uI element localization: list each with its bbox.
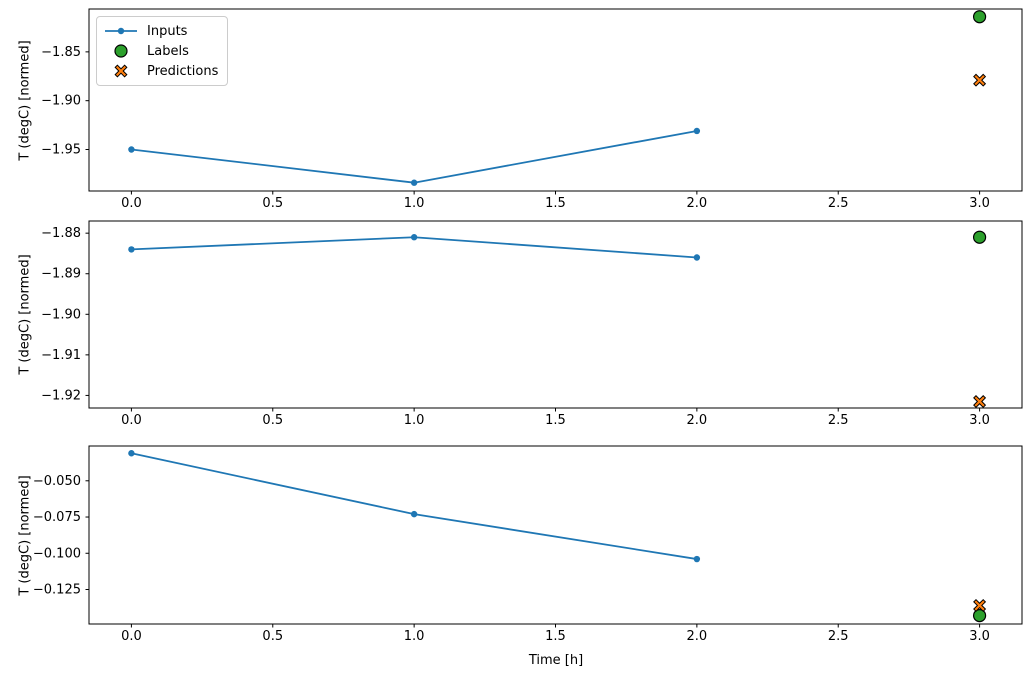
legend-item-labels: Labels [103, 41, 218, 61]
labels-circle-glyph [114, 44, 128, 58]
y-axis-label-bottom: T (degC) [normed] [17, 475, 33, 596]
y-tick-label: −1.95 [41, 143, 81, 158]
x-tick-label: 3.0 [969, 413, 990, 428]
y-axis-label-middle: T (degC) [normed] [17, 254, 33, 375]
x-tick-label: 1.5 [545, 196, 566, 211]
inputs-marker [128, 246, 135, 253]
plot-border [88, 220, 1023, 409]
x-tick-label: 0.5 [262, 196, 283, 211]
y-tick-label: −1.89 [41, 267, 81, 282]
legend-label-predictions: Predictions [147, 63, 219, 79]
inputs-marker [410, 234, 418, 241]
x-tick-label: 1.5 [545, 629, 566, 644]
inputs-marker [693, 555, 701, 563]
x-tick-label: 2.5 [828, 196, 849, 211]
x-tick-label: 1.0 [404, 413, 425, 428]
y-tick-label: −1.90 [41, 307, 81, 322]
y-tick-label: −0.125 [33, 583, 81, 598]
legend: Inputs Labels Predictions [96, 16, 229, 86]
predictions-x-icon [114, 64, 128, 78]
x-tick-label: 2.0 [687, 196, 708, 211]
predictions-marker [973, 73, 987, 87]
x-tick-label: 2.5 [828, 629, 849, 644]
x-tick-label: 0.0 [121, 413, 142, 428]
x-tick-label: 1.0 [404, 196, 425, 211]
inputs-marker [693, 127, 701, 135]
legend-label-labels: Labels [147, 43, 189, 59]
y-tick-label: −1.85 [41, 45, 81, 60]
predictions-x-glyph [114, 64, 128, 78]
legend-item-inputs: Inputs [103, 21, 218, 41]
y-tick-label: −0.075 [33, 510, 81, 525]
inputs-marker [128, 146, 135, 153]
subplot-1: 0.0 0.5 1.0 1.5 2.0 2.5 3.0 −1.85 −1.90 −1.95 [41, 8, 1023, 211]
labels-marker [972, 10, 987, 24]
x-tick-label: 3.0 [969, 629, 990, 644]
x-tick-label: 2.0 [687, 629, 708, 644]
y-tick-label: −0.050 [33, 474, 81, 489]
y-tick-label: −1.92 [41, 388, 81, 403]
labels-marker [972, 230, 987, 244]
inputs-dot-glyph [117, 27, 125, 35]
inputs-marker [410, 510, 418, 518]
inputs-marker [693, 254, 701, 261]
x-axis-label: Time [h] [528, 653, 584, 668]
y-tick-label: −1.88 [41, 226, 81, 241]
y-tick-label: −1.90 [41, 94, 81, 109]
x-tick-label: 1.5 [545, 413, 566, 428]
y-axis-label-top: T (degC) [normed] [17, 40, 33, 161]
x-tick-label: 0.5 [262, 629, 283, 644]
x-tick-label: 0.0 [121, 196, 142, 211]
y-tick-label: −0.100 [33, 546, 81, 561]
subplot-2: 0.0 0.5 1.0 1.5 2.0 2.5 3.0 −1.88 −1.89 −1.90 −1.9… [41, 220, 1023, 428]
x-tick-label: 0.5 [262, 413, 283, 428]
inputs-line-icon [105, 27, 137, 35]
x-tick-label: 2.0 [687, 413, 708, 428]
plot-border [88, 8, 1023, 192]
inputs-line [131, 452, 698, 560]
legend-item-predictions: Predictions [103, 61, 218, 81]
inputs-marker [128, 450, 135, 457]
x-tick-label: 1.0 [404, 629, 425, 644]
y-tick-label: −1.91 [41, 348, 81, 363]
subplot-3: 0.0 0.5 1.0 1.5 2.0 2.5 3.0 −0.050 −0.075 −0.100 −… [33, 445, 1023, 644]
labels-circle-icon [114, 44, 128, 58]
legend-label-inputs: Inputs [147, 23, 188, 39]
x-tick-label: 3.0 [969, 196, 990, 211]
predictions-marker [973, 395, 987, 409]
inputs-line [131, 130, 698, 184]
inputs-marker [410, 179, 418, 186]
x-tick-label: 0.0 [121, 629, 142, 644]
x-tick-label: 2.5 [828, 413, 849, 428]
labels-marker [972, 608, 987, 623]
predictions-marker [973, 598, 987, 612]
plot-border [88, 445, 1023, 625]
